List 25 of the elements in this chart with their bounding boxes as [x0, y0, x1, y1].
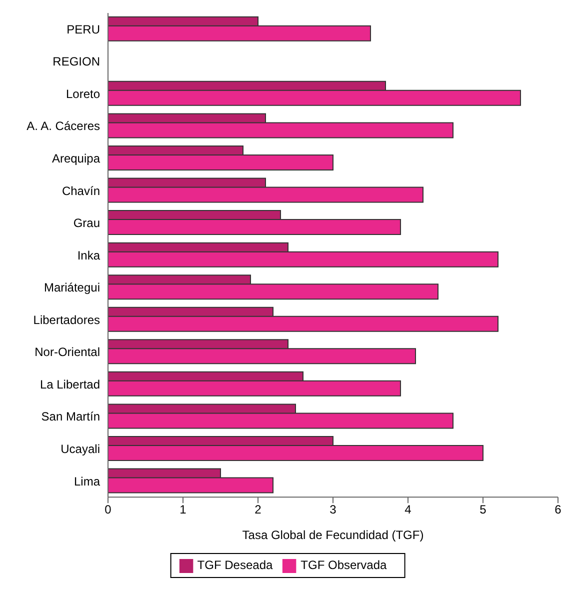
y-tick-label: Loreto	[66, 86, 100, 101]
x-tick-label: 3	[330, 502, 337, 517]
y-tick-label: PERU	[66, 22, 100, 36]
x-tick-label: 6	[554, 502, 562, 517]
y-tick-label: Mariátegui	[44, 280, 100, 295]
y-tick-label: Grau	[73, 216, 100, 230]
y-tick-label: Arequipa	[52, 152, 100, 166]
x-axis-title: Tasa Global de Fecundidad (TGF)	[242, 528, 424, 542]
y-tick-label: A. A. Cáceres	[26, 119, 100, 134]
legend-label: TGF Observada	[300, 558, 387, 572]
x-tick-label: 5	[480, 502, 487, 517]
y-tick-label: San Martín	[41, 410, 100, 424]
x-tick-label: 4	[404, 502, 412, 517]
y-tick-label: Ucayali	[60, 442, 100, 456]
y-tick-label: Chavín	[62, 184, 100, 198]
x-tick-label: 1	[180, 502, 187, 517]
y-tick-label: Nor-Oriental	[34, 345, 100, 360]
x-tick-label: 2	[254, 502, 262, 517]
y-tick-label: Lima	[74, 474, 100, 488]
x-tick-label: 0	[104, 502, 112, 517]
y-tick-label: Libertadores	[33, 312, 100, 327]
y-tick-label: Inka	[77, 248, 100, 262]
legend-label: TGF Deseada	[197, 558, 273, 572]
y-tick-label: REGION	[52, 54, 100, 69]
y-tick-label: La Libertad	[40, 377, 100, 392]
